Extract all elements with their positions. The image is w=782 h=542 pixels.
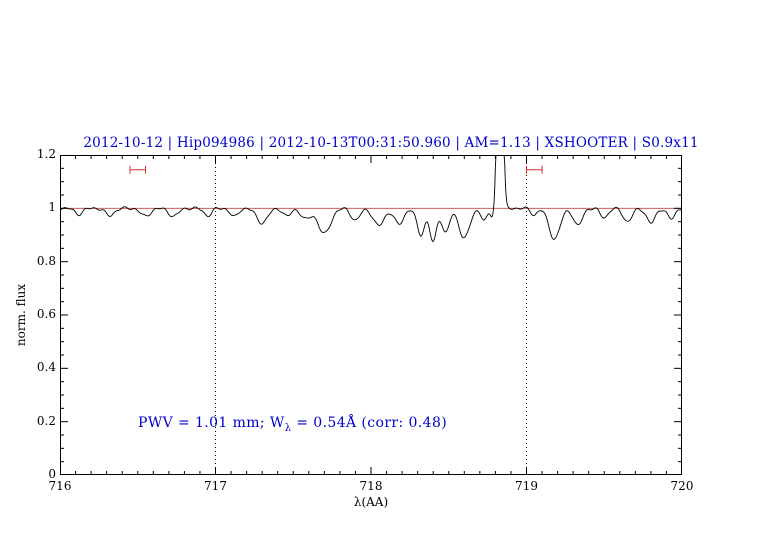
plot-title: 2012-10-12 | Hip094986 | 2012-10-13T00:3… [83, 135, 699, 151]
telluric-marker-right [526, 165, 543, 174]
spectrum-line [60, 155, 682, 242]
y-tick-label: 0.6 [36, 307, 56, 321]
x-tick-label: 716 [48, 479, 72, 493]
plot-area [60, 155, 682, 475]
x-tick-label: 719 [515, 479, 538, 493]
y-tick-label: 1.2 [36, 147, 56, 161]
y-tick-label: 0.4 [36, 360, 56, 375]
telluric-marker-left [129, 165, 146, 174]
pwv-annotation-suffix: = 0.54Å (corr: 0.48) [291, 415, 448, 431]
y-tick-label: 1 [48, 200, 56, 215]
pwv-annotation-prefix: PWV = 1.01 mm; W [138, 415, 285, 431]
pwv-annotation: PWV = 1.01 mm; Wλ = 0.54Å (corr: 0.48) [138, 415, 447, 434]
spectrum-plot [60, 155, 682, 475]
y-tick-label: 0.8 [36, 253, 56, 268]
x-tick-label: 720 [670, 479, 694, 493]
pwv-annotation-sub: λ [284, 422, 292, 434]
y-tick-label: 0 [48, 467, 56, 481]
x-tick-label: 717 [204, 479, 227, 493]
y-tick-label: 0.2 [36, 413, 56, 428]
x-tick-label: 718 [359, 479, 383, 493]
x-axis-label: λ(AA) [353, 495, 389, 509]
plot-frame [60, 155, 682, 475]
